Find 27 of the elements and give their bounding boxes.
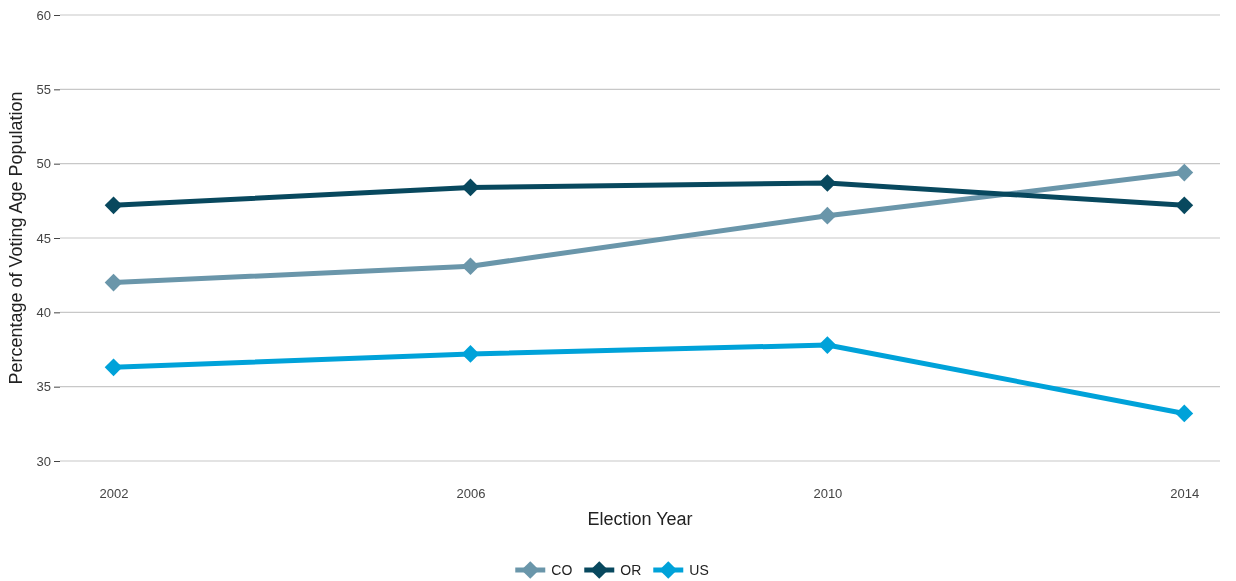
- point: [1175, 163, 1194, 182]
- y-tick-label: 40: [36, 304, 51, 320]
- x-tick-label: 2006: [456, 486, 486, 502]
- y-tick-label: 45: [36, 230, 51, 246]
- y-tick-label: 30: [36, 453, 51, 469]
- point: [104, 273, 123, 292]
- y-tick-label: 55: [36, 81, 51, 97]
- x-tick-label: 2010: [813, 486, 843, 502]
- point: [461, 345, 480, 363]
- point: [461, 178, 480, 197]
- point: [818, 206, 837, 225]
- legend-label: CO: [551, 561, 573, 578]
- legend-label: US: [689, 561, 709, 578]
- point: [461, 257, 480, 276]
- point: [104, 196, 123, 215]
- x-tick-label: 2002: [99, 486, 129, 502]
- point: [104, 358, 123, 377]
- x-tick-label: 2014: [1170, 486, 1200, 502]
- y-tick-label: 50: [36, 156, 51, 172]
- y-axis-title: Percentage of Voting Age Population: [6, 91, 26, 385]
- point: [1175, 196, 1194, 215]
- point: [1175, 404, 1194, 423]
- y-tick-label: 60: [36, 7, 51, 23]
- legend-label: OR: [620, 561, 642, 578]
- x-axis-title: Election Year: [587, 509, 693, 529]
- point: [818, 336, 837, 354]
- y-tick-label: 35: [36, 379, 51, 395]
